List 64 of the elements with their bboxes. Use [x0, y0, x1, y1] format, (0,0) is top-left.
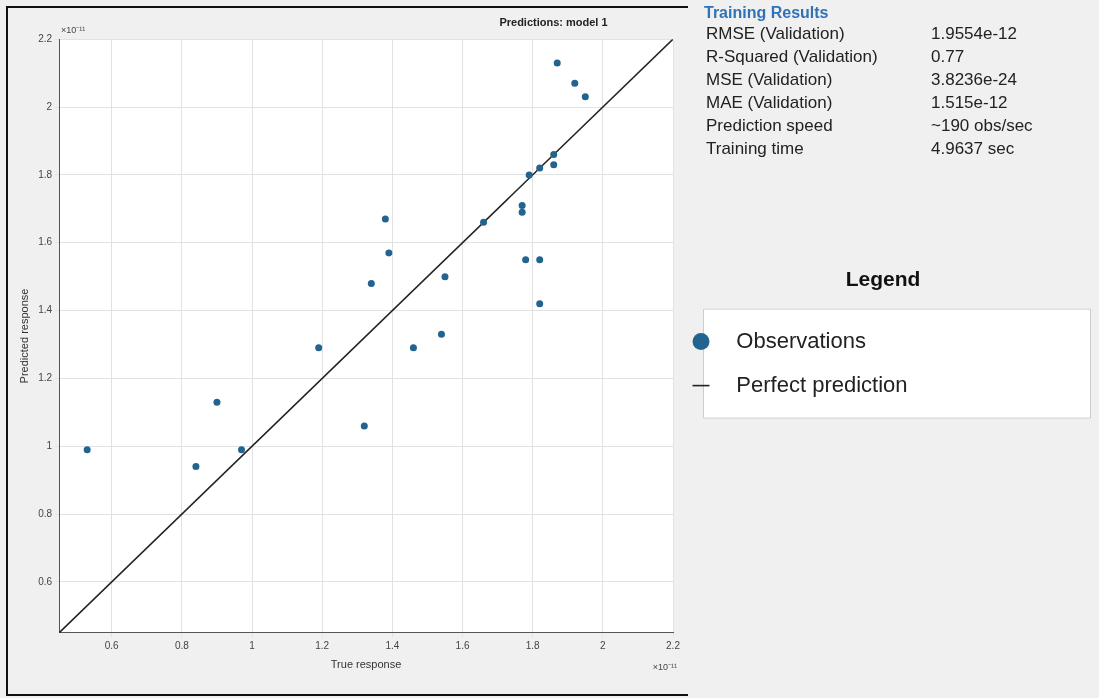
y-tick-label: 1.4 [38, 304, 53, 316]
text: 1.9554e-12 [931, 24, 1019, 44]
legend-label: Observations [718, 327, 866, 353]
text: Training Results [704, 4, 830, 22]
text: 3.8236e-24 [931, 70, 1019, 90]
text: 4.9637 sec [931, 139, 1016, 159]
text: Training time [706, 139, 805, 159]
point [522, 256, 530, 264]
y-tick-label: 2 [46, 100, 53, 112]
point [367, 279, 375, 287]
y-tick-label: 1.6 [38, 236, 53, 248]
point [581, 93, 589, 101]
text: ~190 obs/sec [931, 116, 1034, 136]
point [536, 256, 544, 264]
point [83, 446, 91, 454]
y-tick-label: 1.2 [38, 372, 53, 384]
text: R-Squared (Validation) [706, 47, 879, 67]
point [550, 161, 558, 169]
point [437, 330, 445, 338]
text: ×10⁻¹¹ [652, 662, 677, 672]
y-tick-label: 2.2 [38, 32, 53, 44]
x-tick-label: 1.2 [315, 639, 330, 651]
x-tick-label: 1.8 [525, 639, 541, 651]
text: 0.77 [931, 47, 966, 67]
x-tick-label: 1.4 [385, 639, 400, 651]
text: 1.515e-12 [931, 93, 1009, 113]
point [360, 422, 368, 430]
point [571, 79, 579, 87]
text: RMSE (Validation) [706, 24, 846, 44]
point [192, 463, 200, 471]
point [536, 300, 544, 308]
text: MSE (Validation) [706, 70, 834, 90]
x-tick-label: 1.6 [455, 639, 470, 651]
point [553, 59, 561, 67]
x-axis-title: True response [330, 658, 402, 671]
y-tick-label: 0.6 [38, 575, 53, 587]
y-axis-title: Predicted response [17, 288, 30, 384]
text: ×10⁻¹¹ [61, 25, 86, 36]
point [238, 446, 246, 454]
y-tick-label: 1 [46, 439, 53, 451]
y-tick-label: 0.8 [38, 507, 53, 519]
x-tick-label: 2.2 [666, 639, 681, 651]
chart-title: Predictions: model 1 [499, 15, 608, 28]
point [536, 164, 544, 172]
point [441, 273, 449, 281]
point [385, 249, 393, 257]
point [518, 208, 526, 216]
point [409, 344, 417, 352]
point [213, 398, 221, 406]
point [525, 171, 533, 179]
point [381, 215, 389, 223]
text: Prediction speed [706, 116, 834, 136]
x-tick-label: 0.6 [104, 639, 120, 651]
y-tick-label: 1.8 [38, 168, 53, 180]
legend-label: Perfect prediction [718, 371, 908, 397]
x-tick-label: 2 [600, 639, 607, 651]
point [315, 344, 323, 352]
x-tick-label: 1 [249, 639, 256, 651]
point [518, 201, 526, 209]
point [480, 218, 488, 226]
legend-title: Legend [845, 266, 921, 290]
point [550, 151, 558, 159]
x-tick-label: 0.8 [174, 639, 190, 651]
text: MAE (Validation) [706, 93, 834, 113]
